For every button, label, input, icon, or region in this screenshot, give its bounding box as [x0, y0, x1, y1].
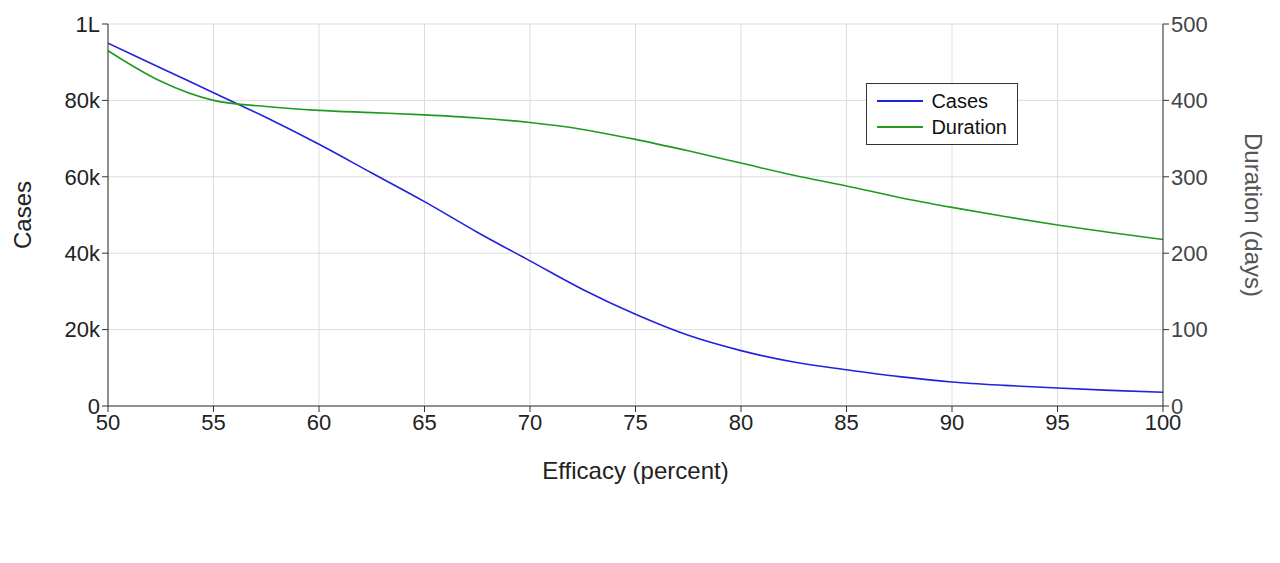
svg-text:60: 60: [307, 410, 331, 435]
svg-text:100: 100: [1171, 317, 1208, 342]
svg-text:500: 500: [1171, 12, 1208, 37]
svg-text:300: 300: [1171, 165, 1208, 190]
svg-text:20k: 20k: [65, 317, 101, 342]
svg-text:80k: 80k: [65, 88, 101, 113]
svg-text:100: 100: [1144, 409, 1182, 435]
svg-text:50: 50: [95, 409, 121, 435]
html-text:Cases: Cases: [931, 90, 989, 112]
svg-text:60k: 60k: [65, 165, 101, 190]
html-text:Duration: Duration: [931, 116, 1007, 138]
svg-text:40k: 40k: [65, 241, 101, 266]
svg-text:85: 85: [834, 410, 858, 435]
svg-text:65: 65: [412, 410, 436, 435]
svg-text:0: 0: [1171, 394, 1183, 419]
svg-text:Efficacy (percent): Efficacy (percent): [542, 457, 728, 484]
svg-text:80: 80: [729, 410, 753, 435]
svg-text:200: 200: [1171, 241, 1208, 266]
svg-text:400: 400: [1171, 88, 1208, 113]
svg-text:70: 70: [518, 410, 542, 435]
svg-text:55: 55: [201, 410, 225, 435]
svg-text:Duration (days): Duration (days): [1240, 133, 1267, 297]
svg-text:75: 75: [623, 410, 647, 435]
svg-text:1L: 1L: [76, 12, 100, 37]
svg-text:0: 0: [88, 394, 100, 419]
svg-text:Cases: Cases: [9, 181, 36, 249]
svg-text:90: 90: [940, 410, 964, 435]
svg-text:95: 95: [1045, 410, 1069, 435]
